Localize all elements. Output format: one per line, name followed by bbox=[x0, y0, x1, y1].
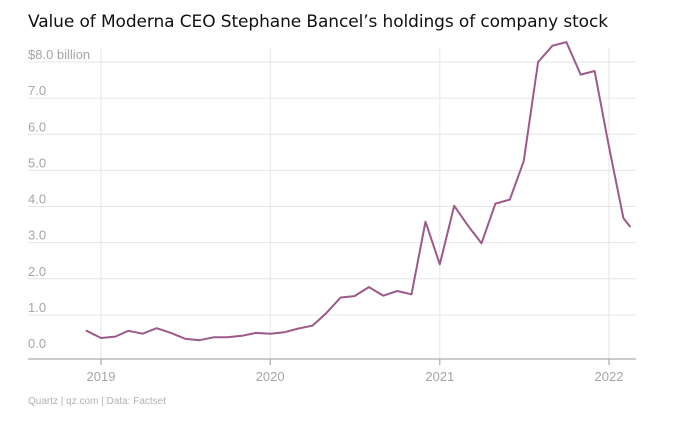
x-tick-label: 2021 bbox=[425, 369, 454, 384]
y-tick-label: 2.0 bbox=[28, 264, 46, 279]
y-tick-label: $8.0 billion bbox=[28, 47, 90, 62]
y-tick-label: 7.0 bbox=[28, 83, 46, 98]
chart-title: Value of Moderna CEO Stephane Bancel’s h… bbox=[28, 12, 608, 32]
x-tick-label: 2020 bbox=[256, 369, 285, 384]
y-axis-ticks: 0.0 1.0 2.0 3.0 4.0 5.0 6.0 7.0 $8.0 billion bbox=[28, 47, 90, 351]
y-tick-label: 4.0 bbox=[28, 192, 46, 207]
series-line bbox=[85, 41, 631, 342]
y-tick-label: 0.0 bbox=[28, 336, 46, 351]
gridlines bbox=[28, 48, 636, 359]
y-tick-label: 1.0 bbox=[28, 300, 46, 315]
y-tick-label: 6.0 bbox=[28, 119, 46, 134]
x-tick-label: 2019 bbox=[87, 369, 116, 384]
y-tick-label: 5.0 bbox=[28, 155, 46, 170]
x-tick-label: 2022 bbox=[595, 369, 624, 384]
y-tick-label: 3.0 bbox=[28, 228, 46, 243]
source-note: Quartz | qz.com | Data: Factset bbox=[28, 396, 167, 407]
x-axis-ticks: 2019 2020 2021 2022 bbox=[87, 359, 624, 384]
